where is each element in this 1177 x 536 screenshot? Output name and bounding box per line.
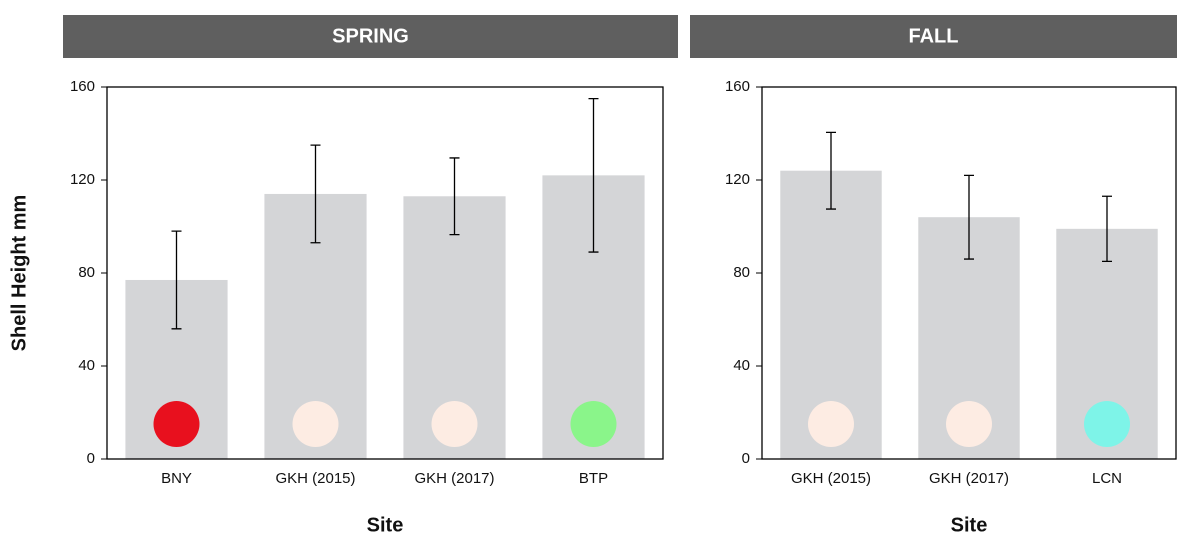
y-tick-label: 160 [725, 78, 750, 95]
error-bar [826, 131, 836, 210]
site-marker [292, 401, 339, 447]
panel-header [690, 15, 1177, 58]
x-axis-title: Site [367, 514, 404, 536]
y-tick-label: 40 [733, 357, 750, 374]
error-bar [964, 174, 974, 260]
x-tick-label: GKH (2015) [791, 470, 871, 487]
plot-frame [106, 86, 664, 460]
y-tick-label: 120 [70, 171, 95, 188]
y-tick-label: 160 [70, 78, 95, 95]
x-tick-label: BNY [161, 470, 192, 487]
x-tick-label: BTP [579, 470, 608, 487]
y-tick-label: 40 [78, 357, 95, 374]
y-axis-title: Shell Height mm [8, 195, 30, 352]
y-tick-label: 80 [733, 264, 750, 281]
site-marker [808, 401, 854, 447]
panel-title: FALL [909, 25, 959, 47]
site-marker [570, 401, 617, 447]
y-tick-label: 80 [78, 264, 95, 281]
site-marker [153, 401, 200, 447]
plot-frame [761, 86, 1177, 460]
error-bar [588, 97, 599, 253]
site-marker [431, 401, 478, 447]
x-tick-label: LCN [1092, 470, 1122, 487]
panel-title: SPRING [332, 25, 409, 47]
y-tick-label: 120 [725, 171, 750, 188]
site-marker [946, 401, 992, 447]
x-tick-label: GKH (2017) [929, 470, 1009, 487]
x-tick-label: GKH (2015) [275, 470, 355, 487]
error-bar [1102, 195, 1112, 263]
panel-header [63, 15, 678, 58]
error-bar [171, 230, 182, 330]
error-bar [449, 157, 460, 236]
y-tick-label: 0 [87, 450, 95, 467]
error-bar [310, 144, 321, 244]
site-marker [1084, 401, 1130, 447]
x-tick-label: GKH (2017) [414, 470, 494, 487]
x-axis-title: Site [951, 514, 988, 536]
y-tick-label: 0 [742, 450, 750, 467]
